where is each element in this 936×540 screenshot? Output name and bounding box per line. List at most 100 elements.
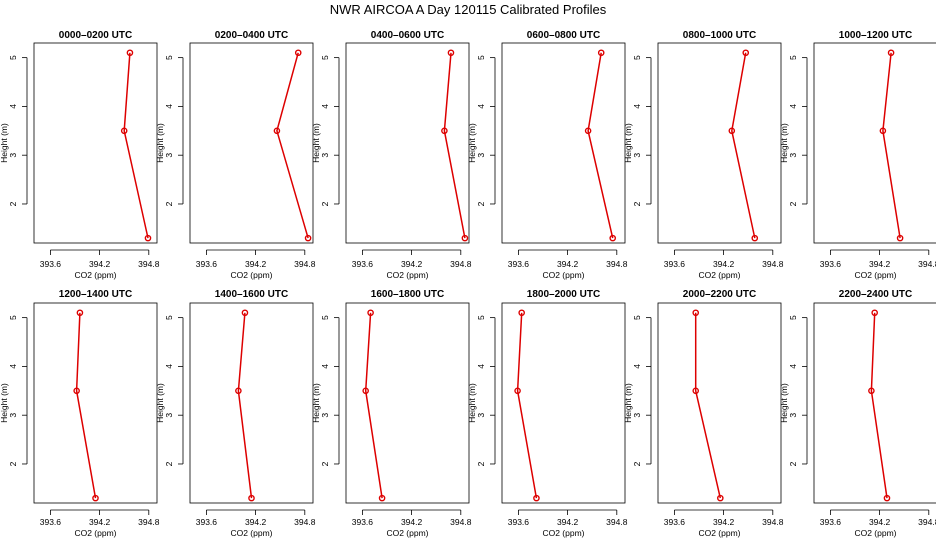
- data-point: [294, 49, 302, 57]
- panel-title: 0000–0200 UTC: [59, 30, 132, 41]
- x-tick-label: 393.6: [196, 517, 218, 527]
- y-tick-label: 2: [788, 201, 798, 206]
- y-tick-label: 4: [632, 364, 642, 369]
- plot-frame: [501, 302, 626, 504]
- data-point: [241, 309, 249, 317]
- x-tick-label: 394.2: [401, 259, 423, 269]
- x-axis-label: CO2 (ppm): [854, 270, 896, 280]
- y-axis-label: Height (m): [467, 383, 477, 423]
- y-tick-label: 4: [476, 104, 486, 109]
- y-tick-label: 3: [8, 153, 18, 158]
- x-tick-label: 394.2: [713, 517, 735, 527]
- x-tick-label: 393.6: [508, 259, 530, 269]
- x-tick-label: 394.8: [138, 259, 160, 269]
- panel-title: 1400–1600 UTC: [215, 289, 288, 300]
- x-tick-label: 393.6: [352, 259, 374, 269]
- y-tick-label: 4: [8, 364, 18, 369]
- x-tick-label: 394.2: [89, 517, 111, 527]
- x-axis-label: CO2 (ppm): [542, 270, 584, 280]
- x-axis-label: CO2 (ppm): [386, 528, 428, 538]
- x-tick-label: 394.2: [245, 259, 267, 269]
- y-tick-label: 2: [320, 461, 330, 466]
- x-tick-label: 393.6: [196, 259, 218, 269]
- y-tick-label: 3: [476, 153, 486, 158]
- data-point: [235, 387, 242, 395]
- data-point: [533, 494, 540, 502]
- y-tick-label: 3: [320, 413, 330, 418]
- plot-frame: [33, 302, 158, 504]
- data-point: [441, 127, 448, 135]
- y-tick-label: 4: [788, 364, 798, 369]
- x-axis-label: CO2 (ppm): [698, 528, 740, 538]
- x-axis-label: CO2 (ppm): [854, 528, 896, 538]
- y-tick-label: 4: [632, 104, 642, 109]
- data-point: [692, 309, 700, 317]
- y-tick-label: 3: [632, 413, 642, 418]
- panel-title: 1600–1800 UTC: [371, 289, 444, 300]
- panel-title: 2000–2200 UTC: [683, 289, 756, 300]
- y-tick-label: 3: [8, 413, 18, 418]
- x-axis-label: CO2 (ppm): [542, 528, 584, 538]
- plot-frame: [345, 42, 470, 244]
- y-tick-label: 5: [164, 315, 174, 320]
- x-tick-label: 394.2: [245, 517, 267, 527]
- y-tick-label: 5: [320, 55, 330, 60]
- plot-frame: [501, 42, 626, 244]
- plot-frame: [189, 302, 314, 504]
- x-tick-label: 394.8: [450, 517, 472, 527]
- x-tick-label: 393.6: [820, 517, 842, 527]
- data-point: [367, 309, 374, 317]
- data-point: [609, 234, 617, 242]
- x-tick-label: 394.8: [294, 517, 316, 527]
- profile-line: [123, 52, 149, 239]
- plot-frame: [813, 302, 936, 504]
- x-axis-label: CO2 (ppm): [230, 270, 272, 280]
- y-axis-label: Height (m): [155, 123, 165, 163]
- data-point: [584, 127, 592, 135]
- panel-title: 1200–1400 UTC: [59, 289, 132, 300]
- x-axis-label: CO2 (ppm): [74, 270, 116, 280]
- y-axis-label: Height (m): [779, 123, 789, 163]
- x-tick-label: 393.6: [508, 517, 530, 527]
- y-tick-label: 2: [8, 201, 18, 206]
- y-tick-label: 4: [476, 364, 486, 369]
- data-point: [144, 234, 152, 242]
- profile-line: [516, 312, 538, 499]
- data-point: [447, 49, 455, 57]
- data-point: [273, 127, 281, 135]
- panel-title: 2200–2400 UTC: [839, 289, 912, 300]
- profile-line: [731, 52, 756, 239]
- y-tick-label: 3: [164, 413, 174, 418]
- x-axis-label: CO2 (ppm): [74, 528, 116, 538]
- x-tick-label: 393.6: [820, 259, 842, 269]
- x-tick-label: 394.8: [762, 259, 784, 269]
- y-tick-label: 5: [476, 315, 486, 320]
- profile-line: [237, 312, 253, 499]
- profile-line: [276, 52, 309, 239]
- y-tick-label: 5: [164, 55, 174, 60]
- x-tick-label: 394.2: [401, 517, 423, 527]
- panel-title: 1800–2000 UTC: [527, 289, 600, 300]
- data-point: [73, 387, 80, 395]
- y-tick-label: 5: [8, 315, 18, 320]
- panel-title: 0600–0800 UTC: [527, 30, 600, 41]
- y-tick-label: 2: [164, 461, 174, 466]
- x-axis-label: CO2 (ppm): [386, 270, 428, 280]
- data-point: [304, 234, 312, 242]
- plot-frame: [657, 302, 782, 504]
- y-tick-label: 4: [320, 364, 330, 369]
- plot-frame: [345, 302, 470, 504]
- x-tick-label: 394.8: [606, 259, 628, 269]
- data-point: [717, 494, 724, 502]
- y-tick-label: 3: [164, 153, 174, 158]
- y-axis-label: Height (m): [155, 383, 165, 423]
- data-point: [751, 234, 759, 242]
- profile-line: [694, 312, 722, 499]
- profile-line: [870, 312, 888, 499]
- x-tick-label: 393.6: [40, 517, 62, 527]
- y-axis-label: Height (m): [0, 383, 9, 423]
- y-tick-label: 2: [476, 461, 486, 466]
- y-tick-label: 3: [476, 413, 486, 418]
- x-tick-label: 393.6: [352, 517, 374, 527]
- y-tick-label: 4: [164, 104, 174, 109]
